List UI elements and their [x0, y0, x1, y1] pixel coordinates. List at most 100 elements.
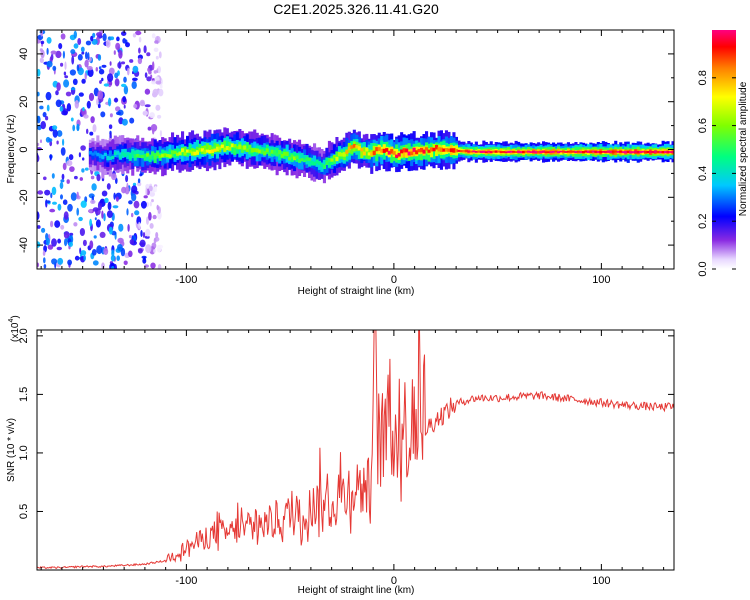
heatmap-noise-cell — [132, 182, 137, 187]
heatmap-ridge-cell — [293, 156, 297, 161]
heatmap-noise-cell — [140, 200, 147, 209]
heatmap-noise-cell — [101, 64, 107, 68]
heatmap-noise-cell — [67, 203, 73, 212]
heatmap-noise-cell — [131, 81, 137, 89]
heatmap-noise-cell — [136, 216, 142, 225]
heatmap-ridge-cell — [260, 149, 264, 154]
heatmap-noise-cell — [72, 78, 78, 86]
heatmap-ridge-cell — [300, 153, 304, 170]
heatmap-noise-cell — [68, 154, 74, 161]
heatmap-ridge-cell — [103, 149, 107, 167]
heatmap-ridge-cell — [477, 150, 481, 153]
heatmap-noise-cell — [88, 92, 95, 102]
heatmap-ridge-cell — [365, 148, 369, 159]
heatmap-ridge-cell — [298, 159, 302, 163]
heatmap-noise-cell — [86, 128, 89, 134]
heatmap-ridge-cell — [651, 151, 655, 154]
heatmap-ridge-cell — [666, 150, 670, 154]
heatmap-ridge-cell — [313, 161, 317, 166]
heatmap-noise-cell — [43, 264, 47, 269]
heatmap-ridge-cell — [390, 149, 394, 154]
spectrogram-x-tick-label: 100 — [592, 274, 610, 286]
heatmap-noise-cell — [80, 250, 87, 256]
heatmap-noise-cell — [69, 166, 75, 173]
heatmap-ridge-cell — [405, 148, 409, 158]
heatmap-ridge-cell — [293, 151, 297, 159]
snr-x-tick-label: 0 — [391, 575, 397, 587]
heatmap-ridge-cell — [584, 150, 588, 153]
heatmap-noise-cell — [158, 51, 162, 59]
heatmap-ridge-cell — [186, 149, 190, 153]
heatmap-ridge-cell — [98, 154, 102, 158]
heatmap-noise-cell — [51, 238, 57, 247]
heatmap-ridge-cell — [113, 151, 117, 155]
heatmap-ridge-cell — [502, 151, 506, 154]
spectrogram-y-tick-label: 40 — [18, 48, 30, 60]
heatmap-ridge-cell — [210, 149, 214, 153]
heatmap-noise-cell — [120, 61, 126, 65]
heatmap-ridge-cell — [504, 151, 508, 154]
heatmap-noise-cell — [109, 113, 113, 118]
heatmap-noise-cell — [111, 249, 115, 257]
snr-y-tick-label: 0.5 — [18, 504, 30, 519]
heatmap-ridge-cell — [360, 147, 364, 158]
heatmap-ridge-cell — [654, 150, 658, 153]
heatmap-ridge-cell — [258, 149, 262, 154]
heatmap-ridge-cell — [355, 145, 359, 149]
heatmap-noise-cell — [145, 187, 148, 196]
snr-series — [37, 330, 674, 570]
heatmap-ridge-cell — [437, 147, 441, 152]
heatmap-ridge-cell — [285, 151, 289, 157]
heatmap-noise-cell — [114, 264, 117, 269]
heatmap-noise-cell — [97, 201, 103, 211]
heatmap-noise-cell — [154, 185, 157, 193]
heatmap-ridge-cell — [517, 150, 521, 153]
heatmap-ridge-cell — [295, 155, 299, 159]
heatmap-noise-cell — [95, 219, 101, 228]
chart-title: C2E1.2025.326.11.41.G20 — [273, 1, 439, 17]
heatmap-ridge-cell — [181, 148, 185, 153]
heatmap-noise-cell — [71, 55, 75, 65]
heatmap-noise-cell — [76, 123, 80, 132]
heatmap-ridge-cell — [141, 150, 145, 159]
heatmap-ridge-cell — [579, 151, 583, 153]
heatmap-ridge-cell — [143, 154, 147, 159]
heatmap-ridge-cell — [629, 151, 633, 154]
heatmap-noise-cell — [105, 39, 111, 48]
heatmap-noise-cell — [37, 91, 40, 97]
heatmap-ridge-cell — [464, 149, 468, 153]
heatmap-noise-cell — [64, 61, 67, 70]
heatmap-noise-cell — [51, 186, 57, 196]
heatmap-ridge-cell — [400, 150, 404, 158]
heatmap-ridge-cell — [156, 152, 160, 157]
heatmap-ridge-cell — [168, 154, 172, 158]
heatmap-ridge-cell — [362, 151, 366, 156]
heatmap-noise-cell — [42, 250, 46, 256]
heatmap-noise-cell — [117, 61, 122, 69]
heatmap-ridge-cell — [111, 155, 115, 159]
heatmap-noise-cell — [46, 37, 52, 44]
heatmap-ridge-cell — [278, 149, 282, 155]
heatmap-noise-cell — [140, 230, 143, 237]
heatmap-ridge-cell — [310, 160, 314, 166]
heatmap-ridge-cell — [148, 155, 152, 159]
snr-series-line — [37, 330, 674, 570]
heatmap-noise-cell — [90, 35, 94, 42]
heatmap-ridge-cell — [116, 151, 120, 155]
heatmap-ridge-cell — [395, 149, 399, 157]
heatmap-ridge-cell — [554, 150, 558, 153]
heatmap-ridge-cell — [186, 149, 190, 157]
heatmap-noise-cell — [103, 83, 110, 87]
heatmap-noise-cell — [82, 107, 85, 112]
heatmap-ridge-cell — [519, 151, 523, 154]
heatmap-noise-cell — [61, 110, 68, 116]
heatmap-noise-cell — [153, 237, 157, 244]
heatmap-ridge-cell — [482, 150, 486, 153]
heatmap-ridge-cell — [288, 152, 292, 161]
heatmap-noise-cell — [46, 47, 49, 55]
heatmap-ridge-cell — [225, 140, 229, 151]
heatmap-noise-cell — [146, 52, 151, 57]
heatmap-noise-cell — [62, 138, 65, 146]
heatmap-noise-cell — [76, 64, 80, 72]
heatmap-noise-cell — [70, 117, 74, 122]
